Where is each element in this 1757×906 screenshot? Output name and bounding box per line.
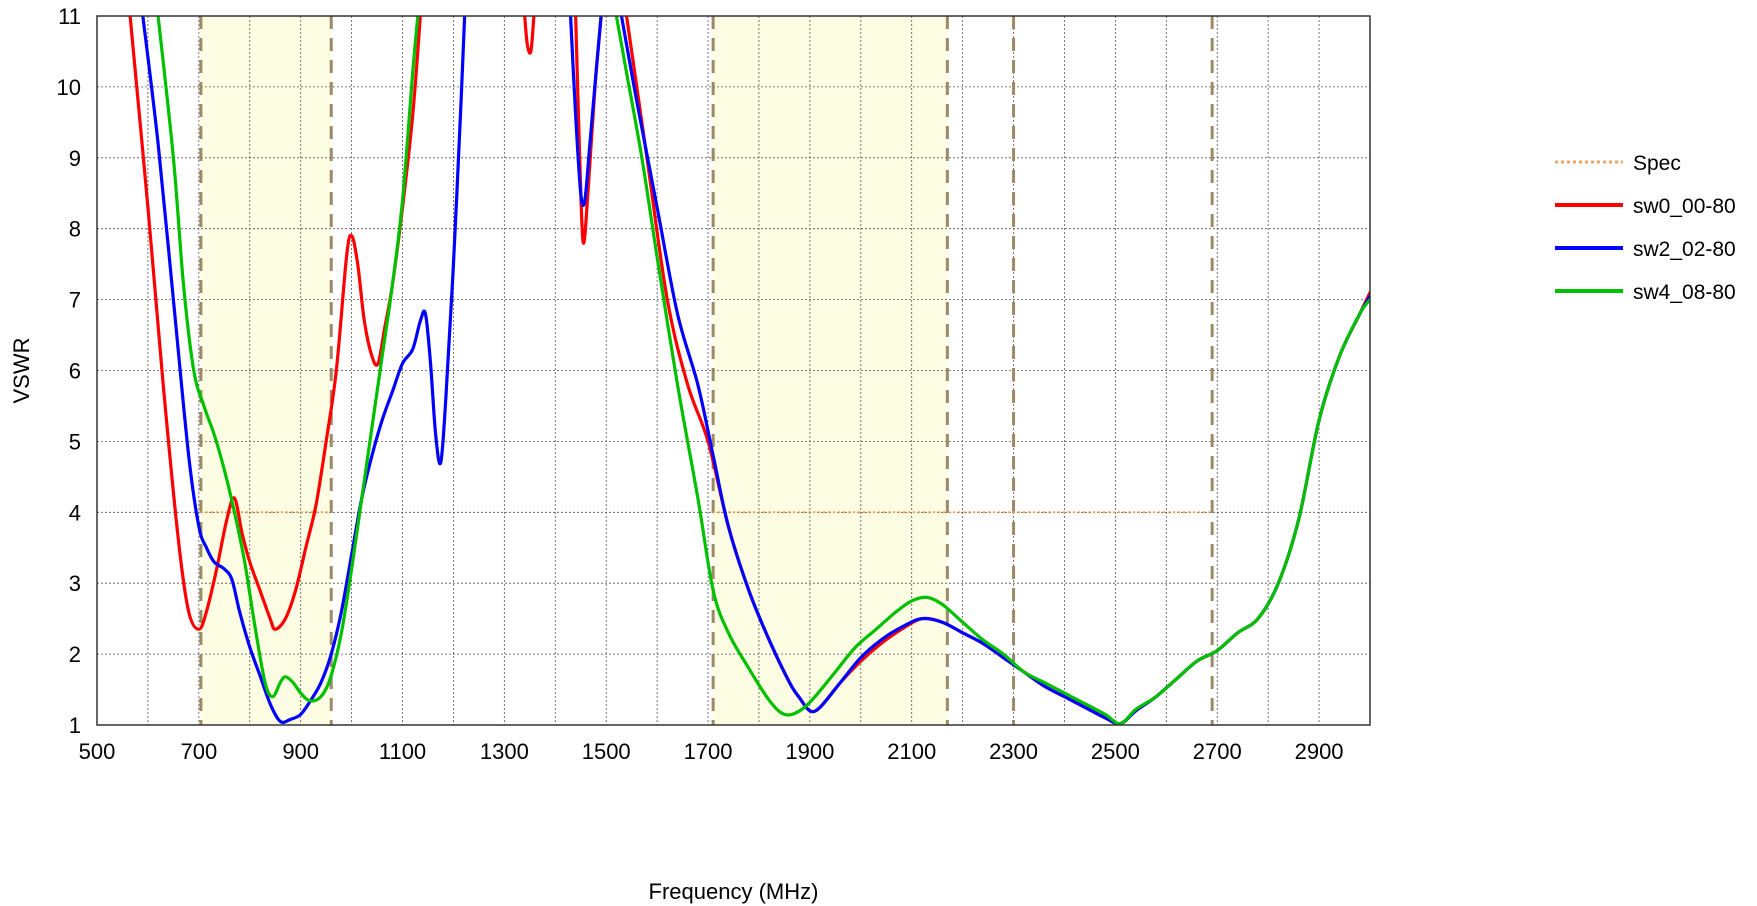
legend-label-spec: Spec xyxy=(1633,152,1681,175)
x-tick-label-2: 900 xyxy=(282,739,319,764)
y-tick-label-1: 2 xyxy=(69,642,81,667)
band-markers xyxy=(199,16,1214,725)
x-tick-label-11: 2700 xyxy=(1193,739,1242,764)
x-tick-label-6: 1700 xyxy=(684,739,733,764)
x-tick-labels: 500 700 900 1100 1300 1500 1700 1900 2100 2300 250… xyxy=(79,739,1344,764)
y-axis-label: VSWR xyxy=(9,338,34,404)
y-tick-label-3: 4 xyxy=(69,500,81,525)
x-tick-label-9: 2300 xyxy=(989,739,1038,764)
x-tick-label-0: 500 xyxy=(79,739,116,764)
legend: Spec sw0_00-80 sw2_02-80 sw4_08-80 xyxy=(1555,152,1736,304)
plot-frame xyxy=(96,15,1371,726)
series-group xyxy=(128,16,1370,725)
series-line-sw2-02-80-0 xyxy=(141,16,467,724)
x-tick-label-4: 1300 xyxy=(480,739,529,764)
series-line-sw2-02-80-1 xyxy=(568,16,603,208)
x-tick-label-8: 2100 xyxy=(887,739,936,764)
x-tick-label-5: 1500 xyxy=(582,739,631,764)
series-line-sw0-00-80-1 xyxy=(523,16,536,55)
x-tick-label-1: 700 xyxy=(180,739,217,764)
x-tick-label-12: 2900 xyxy=(1295,739,1344,764)
x-tick-label-10: 2500 xyxy=(1091,739,1140,764)
y-tick-label-0: 1 xyxy=(69,713,81,738)
y-tick-label-7: 8 xyxy=(69,217,81,242)
legend-label-sw0-00-80: sw0_00-80 xyxy=(1633,195,1736,218)
y-tick-label-9: 10 xyxy=(57,75,81,100)
x-tick-label-7: 1900 xyxy=(785,739,834,764)
series-line-sw4-08-80-1 xyxy=(614,16,1370,725)
legend-label-sw2-02-80: sw2_02-80 xyxy=(1633,238,1736,261)
series-line-sw0-00-80-0 xyxy=(128,16,422,631)
legend-label-sw4-08-80: sw4_08-80 xyxy=(1633,281,1736,304)
y-tick-label-10: 11 xyxy=(58,4,81,29)
y-tick-label-2: 3 xyxy=(69,571,81,596)
y-tick-label-8: 9 xyxy=(69,146,81,171)
y-tick-label-6: 7 xyxy=(69,288,81,313)
series-line-sw4-08-80-0 xyxy=(156,16,420,703)
y-tick-labels: 1 2 3 4 5 6 7 8 9 10 11 xyxy=(57,4,81,738)
x-tick-label-3: 1100 xyxy=(379,739,426,764)
x-axis-label: Frequency (MHz) xyxy=(649,879,819,904)
y-tick-label-5: 6 xyxy=(69,359,81,384)
y-tick-label-4: 5 xyxy=(69,429,81,454)
